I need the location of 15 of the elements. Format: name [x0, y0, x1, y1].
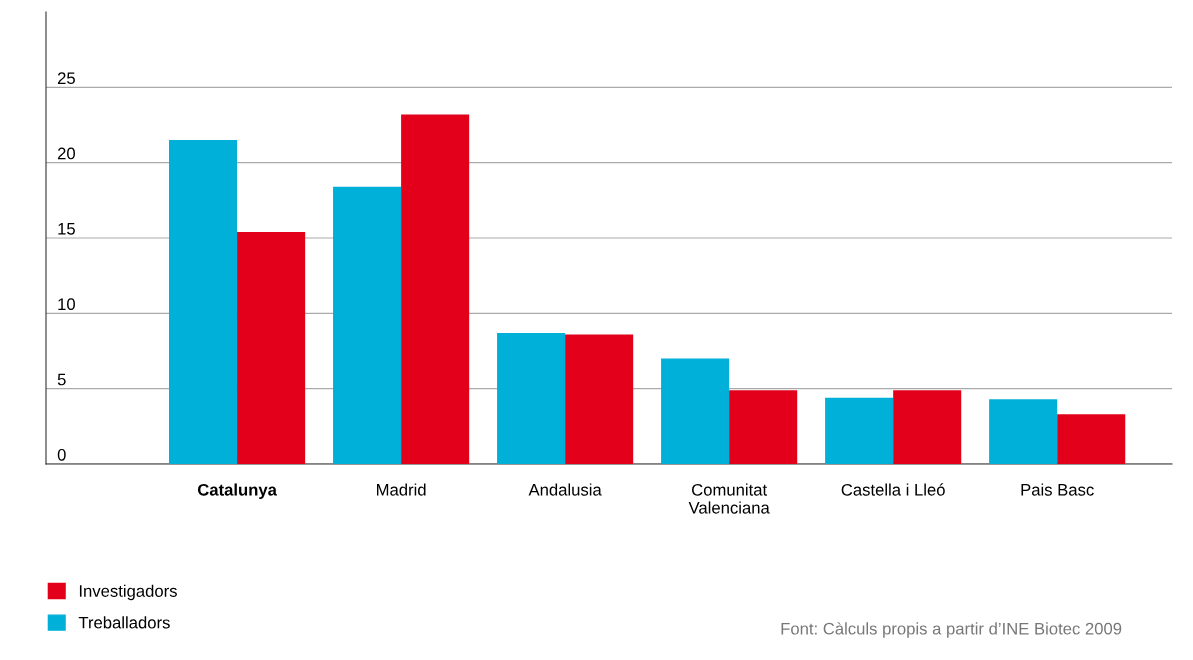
- text: Font: Càlculs propis a partir d’INE Biotec 2009: [781, 622, 1122, 638]
- x-tick-label: Castella i Lleó: [841, 483, 945, 496]
- y-tick-label: 5: [57, 373, 66, 386]
- x-tick-label: Andalusia: [528, 483, 602, 496]
- x-tick-label: Catalunya: [197, 483, 278, 499]
- y-tick-label: 20: [57, 147, 75, 160]
- legend-label: Investigadors: [79, 584, 177, 601]
- x-tick-label: Madrid: [377, 483, 426, 496]
- y-tick-label: 25: [57, 72, 75, 85]
- y-tick-label: 0: [57, 448, 66, 461]
- x-tick-label: Comunitat Valenciana: [688, 483, 770, 514]
- x-tick-label: Pais Basc: [1021, 483, 1094, 496]
- y-tick-label: 15: [58, 223, 75, 235]
- y-tick-label: 10: [58, 298, 75, 311]
- legend-label: Treballadors: [78, 616, 170, 629]
